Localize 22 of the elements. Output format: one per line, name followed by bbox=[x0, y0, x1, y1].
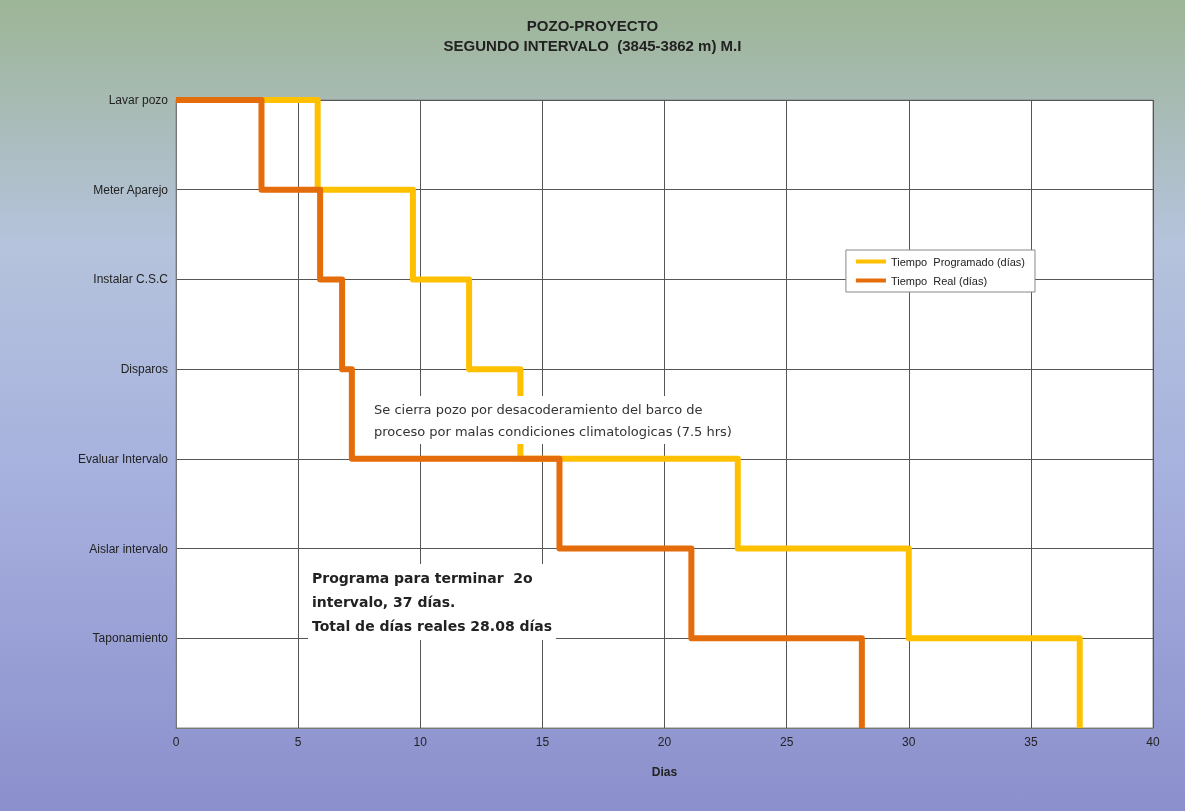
y-tick-label: Taponamiento bbox=[92, 631, 169, 646]
y-tick-label: Aislar intervalo bbox=[89, 541, 169, 556]
legend-label: Tiempo Real (días) bbox=[890, 274, 988, 287]
y-tick-label: Lavar pozo bbox=[108, 93, 169, 107]
x-tick-label: 25 bbox=[779, 735, 794, 749]
annotation: Se cierra pozo por desacoderamiento del barco de proceso por malas condiciones climatologicas (7.5 hrs) bbox=[374, 401, 732, 439]
y-tick-label: Instalar C.S.C bbox=[93, 272, 169, 287]
x-tick-label: 35 bbox=[1024, 735, 1038, 749]
x-tick-label: 10 bbox=[413, 735, 428, 749]
y-tick-label: Meter Aparejo bbox=[93, 182, 169, 197]
annotation: Programa para terminar 2o intervalo, 37 días. Total de días reales 28.08 días bbox=[312, 570, 553, 634]
x-tick-label: 30 bbox=[902, 735, 916, 749]
x-axis-title: Dias bbox=[651, 765, 678, 779]
x-tick-label: 20 bbox=[657, 735, 672, 749]
x-tick-label: 0 bbox=[172, 735, 180, 749]
chart-title: POZO-PROYECTO SEGUNDO INTERVALO (3845-3862 m) M.I bbox=[443, 16, 742, 54]
legend-label: Tiempo Programado (días) bbox=[890, 255, 1025, 268]
y-tick-label: Evaluar Intervalo bbox=[77, 451, 169, 466]
x-tick-label: 40 bbox=[1146, 735, 1160, 749]
x-tick-label: 15 bbox=[535, 735, 550, 749]
y-tick-label: Disparos bbox=[120, 362, 168, 377]
x-tick-label: 5 bbox=[294, 735, 302, 749]
